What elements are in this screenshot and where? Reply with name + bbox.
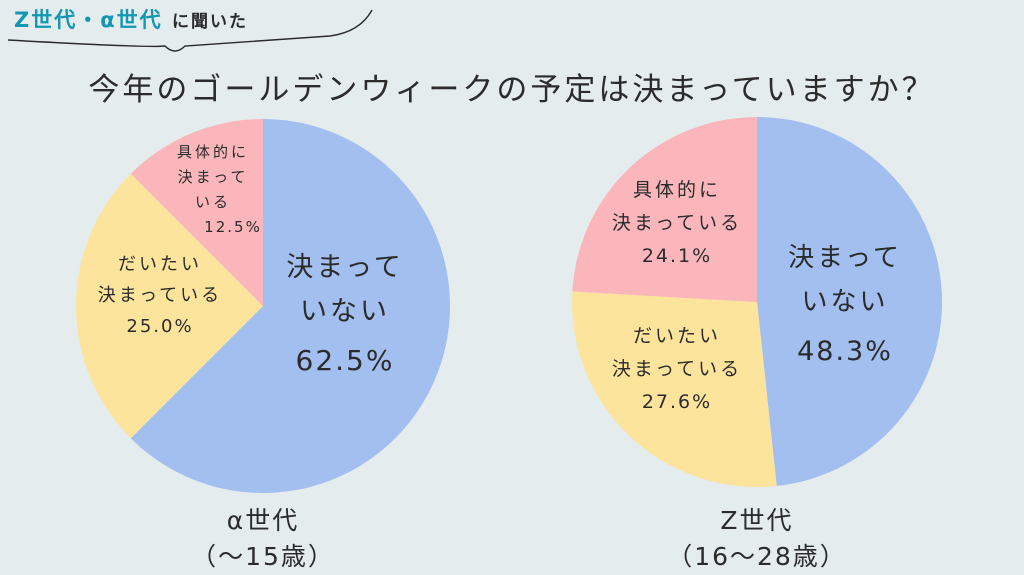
header-tag: Z世代・α世代 に聞いた: [14, 4, 248, 34]
pie-label-text: いない: [801, 287, 888, 317]
chart-caption-alpha: α世代 （〜15歳）: [163, 503, 363, 575]
pie-value-label: 25.0%: [126, 316, 193, 337]
pie-label-text: 決まって: [788, 243, 902, 273]
header-tag-accent: Z世代・α世代: [14, 8, 163, 32]
pie-charts: 決まっていない62.5%だいたい決まっている25.0%具体的に決まっている12.…: [75, 117, 943, 494]
pie-label-text: 決まっている: [612, 358, 742, 380]
caption-alpha-line1: α世代: [226, 506, 300, 535]
header-banner: Z世代・α世代 に聞いた: [0, 0, 420, 60]
pie-label-text: いる: [195, 193, 231, 211]
pie-slice-chart1-1: [130, 119, 450, 494]
pie-value-label: 48.3%: [797, 336, 893, 367]
caption-alpha-line2: （〜15歳）: [191, 542, 335, 571]
pie-label-text: 具体的に: [177, 143, 249, 161]
pie-slice-chart2-2: [572, 291, 777, 488]
pie-slice-chart2-1: [757, 117, 943, 486]
pie-label-text: 決まっている: [612, 212, 742, 234]
pie-slice-chart2-3: [572, 117, 757, 302]
pie-label-text: 具体的に: [633, 179, 721, 201]
pie-value-label: 24.1%: [642, 245, 712, 267]
page-title: 今年のゴールデンウィークの予定は決まっていますか？: [88, 72, 936, 108]
pie-label-text: 決まっている: [98, 285, 222, 306]
pie-value-label: 12.5%: [204, 218, 262, 236]
chart-caption-z: Z世代 （16〜28歳）: [627, 503, 887, 575]
pie-label-text: 決まって: [286, 252, 404, 283]
caption-z-line1: Z世代: [720, 506, 794, 535]
pie-label-text: いない: [300, 296, 390, 327]
header-tag-plain: に聞いた: [171, 12, 248, 32]
pie-slice-chart1-3: [130, 119, 263, 306]
header-underline: [7, 9, 373, 52]
pie-slice-chart1-2: [75, 173, 264, 439]
pie-label-text: だいたい: [118, 254, 202, 275]
pie-label-text: だいたい: [633, 325, 721, 347]
pie-value-label: 27.6%: [642, 391, 712, 413]
pie-value-label: 62.5%: [296, 344, 395, 377]
pie-label-text: 決まって: [178, 168, 249, 186]
caption-z-line2: （16〜28歳）: [667, 542, 847, 571]
